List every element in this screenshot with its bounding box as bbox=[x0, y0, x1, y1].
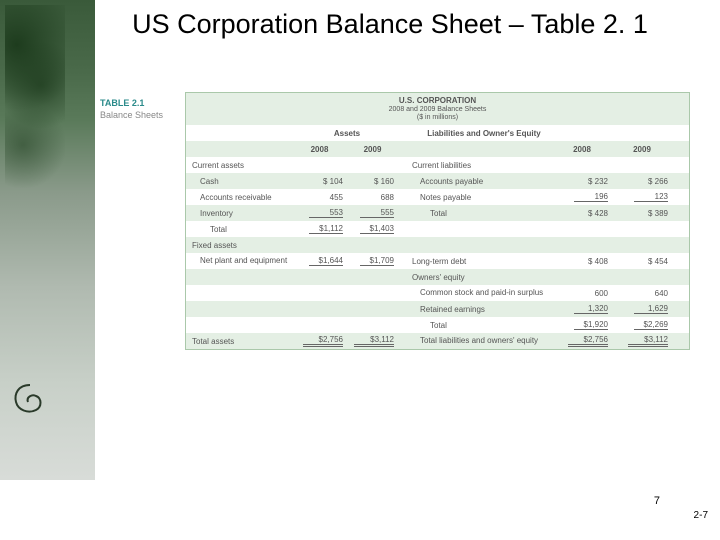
ar-y1: 455 bbox=[296, 193, 351, 202]
retained-earnings-label: Retained earnings bbox=[406, 305, 556, 314]
ltd-label: Long-term debt bbox=[406, 257, 556, 266]
total-assets-y1: $2,756 bbox=[303, 335, 343, 347]
cash-label: Cash bbox=[186, 177, 296, 186]
re-y2: 1,629 bbox=[634, 304, 668, 314]
swirl-icon bbox=[10, 380, 50, 420]
np-label: Notes payable bbox=[406, 193, 556, 202]
year-2-right: 2009 bbox=[616, 145, 676, 154]
assets-heading: Assets bbox=[296, 129, 406, 138]
total-ca-label: Total bbox=[186, 225, 296, 234]
total-assets-y2: $3,112 bbox=[354, 335, 394, 347]
nppe-y2: $1,709 bbox=[360, 256, 394, 266]
total-ca-y1: $1,112 bbox=[309, 224, 343, 234]
np-y2: 123 bbox=[634, 192, 668, 202]
owners-equity-label: Owners' equity bbox=[406, 273, 556, 282]
fixed-assets-row: Fixed assets bbox=[186, 237, 689, 253]
slide-number: 7 bbox=[654, 495, 660, 507]
table-label: TABLE 2.1 Balance Sheets bbox=[100, 98, 180, 121]
liab-heading: Liabilities and Owner's Equity bbox=[406, 129, 556, 138]
cash-row: Cash $ 104 $ 160 Accounts payable $ 232 … bbox=[186, 173, 689, 189]
table-header: U.S. CORPORATION 2008 and 2009 Balance S… bbox=[186, 93, 689, 125]
re-row: Retained earnings 1,320 1,629 bbox=[186, 301, 689, 317]
ltd-y1: $ 408 bbox=[556, 257, 616, 266]
total-oe-row: Total $1,920 $2,269 bbox=[186, 317, 689, 333]
section-headings-row: Assets Liabilities and Owner's Equity bbox=[186, 125, 689, 141]
total-assets-label: Total assets bbox=[186, 337, 296, 346]
table-caption: Balance Sheets bbox=[100, 110, 180, 122]
header-subtitle-1: 2008 and 2009 Balance Sheets bbox=[186, 106, 689, 114]
slide-content: US Corporation Balance Sheet – Table 2. … bbox=[100, 0, 720, 62]
re-y1: 1,320 bbox=[574, 304, 608, 314]
nppe-label: Net plant and equipment bbox=[186, 257, 296, 266]
total-cl-y2: $ 389 bbox=[616, 209, 676, 218]
inv-y2: 555 bbox=[360, 208, 394, 218]
current-assets-row: Current assets Current liabilities bbox=[186, 157, 689, 173]
ar-row: Accounts receivable 455 688 Notes payabl… bbox=[186, 189, 689, 205]
nppe-row: Net plant and equipment $1,644 $1,709 Lo… bbox=[186, 253, 689, 269]
table-number: TABLE 2.1 bbox=[100, 98, 180, 110]
totals-row: Total assets $2,756 $3,112 Total liabili… bbox=[186, 333, 689, 349]
total-le-label: Total liabilities and owners' equity bbox=[406, 337, 556, 346]
inv-y1: 553 bbox=[309, 208, 343, 218]
cs-y1: 600 bbox=[556, 289, 616, 298]
company-name: U.S. CORPORATION bbox=[186, 96, 689, 106]
total-oe-label: Total bbox=[406, 321, 556, 330]
cs-row: Common stock and paid-in surplus 600 640 bbox=[186, 285, 689, 301]
current-liab-label: Current liabilities bbox=[406, 161, 556, 170]
total-cl-y1: $ 428 bbox=[556, 209, 616, 218]
common-stock-label: Common stock and paid-in surplus bbox=[406, 289, 556, 298]
ap-y1: $ 232 bbox=[556, 177, 616, 186]
year-2-left: 2009 bbox=[351, 145, 406, 154]
cs-y2: 640 bbox=[616, 289, 676, 298]
year-row: 2008 2009 2008 2009 bbox=[186, 141, 689, 157]
fixed-assets-label: Fixed assets bbox=[186, 241, 296, 250]
year-1-left: 2008 bbox=[296, 145, 351, 154]
total-oe-y2: $2,269 bbox=[634, 320, 668, 330]
header-subtitle-2: ($ in millions) bbox=[186, 114, 689, 122]
cash-y1: $ 104 bbox=[296, 177, 351, 186]
inv-row: Inventory 553 555 Total $ 428 $ 389 bbox=[186, 205, 689, 221]
inv-label: Inventory bbox=[186, 209, 296, 218]
total-le-y1: $2,756 bbox=[568, 335, 608, 347]
nppe-y1: $1,644 bbox=[309, 256, 343, 266]
page-number: 2-7 bbox=[694, 510, 708, 521]
balance-sheet-table: U.S. CORPORATION 2008 and 2009 Balance S… bbox=[185, 92, 690, 350]
ltd-y2: $ 454 bbox=[616, 257, 676, 266]
total-ca-row: Total $1,112 $1,403 bbox=[186, 221, 689, 237]
np-y1: 196 bbox=[574, 192, 608, 202]
total-ca-y2: $1,403 bbox=[360, 224, 394, 234]
total-cl-label: Total bbox=[406, 209, 556, 218]
decorative-sidebar-image bbox=[0, 0, 95, 480]
total-le-y2: $3,112 bbox=[628, 335, 668, 347]
ar-label: Accounts receivable bbox=[186, 193, 296, 202]
cash-y2: $ 160 bbox=[351, 177, 406, 186]
ap-y2: $ 266 bbox=[616, 177, 676, 186]
current-assets-label: Current assets bbox=[186, 161, 296, 170]
oe-label-row: Owners' equity bbox=[186, 269, 689, 285]
slide-title: US Corporation Balance Sheet – Table 2. … bbox=[100, 8, 680, 42]
year-1-right: 2008 bbox=[556, 145, 616, 154]
total-oe-y1: $1,920 bbox=[574, 320, 608, 330]
ap-label: Accounts payable bbox=[406, 177, 556, 186]
ar-y2: 688 bbox=[351, 193, 406, 202]
